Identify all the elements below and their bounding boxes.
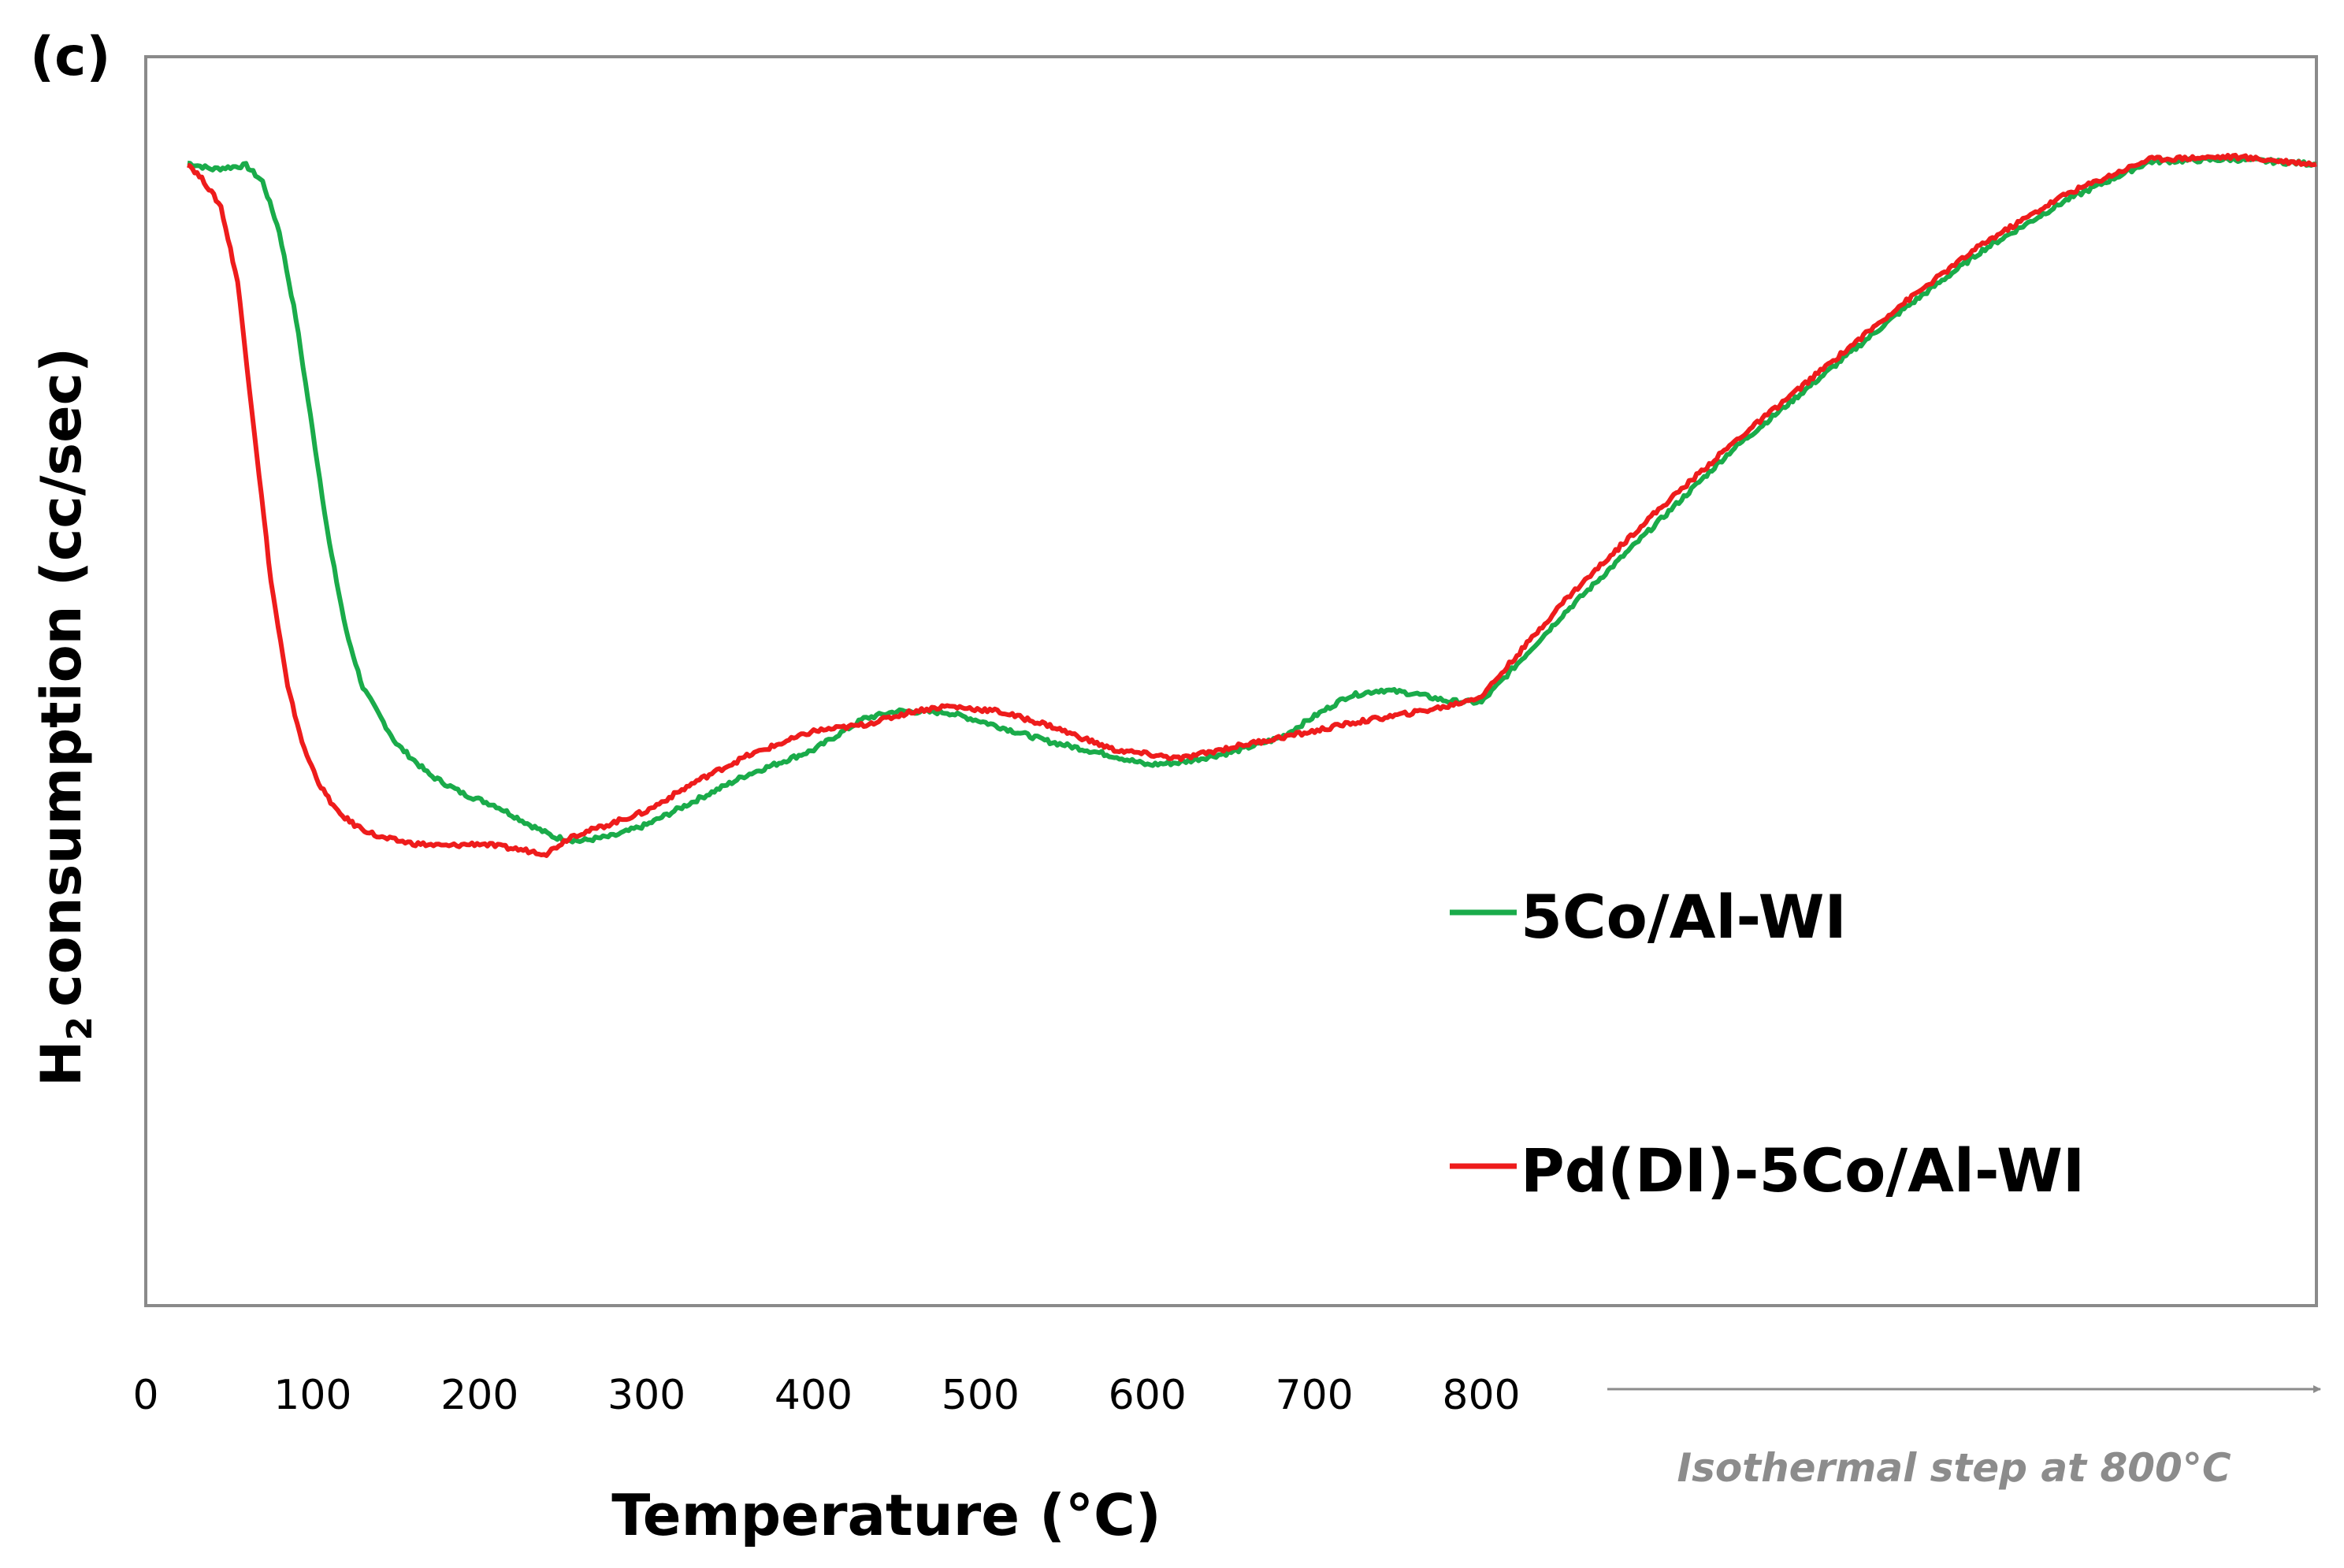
x-tick-label-0: 0: [132, 1372, 158, 1419]
x-tick-label-700: 700: [1275, 1372, 1353, 1419]
series-layer: [187, 152, 2317, 858]
x-tick-label-500: 500: [942, 1372, 1020, 1419]
x-tick-label-400: 400: [775, 1372, 853, 1419]
plot-area: [144, 55, 2318, 1307]
x-tick-label-100: 100: [273, 1372, 351, 1419]
panel-label: (c): [30, 26, 110, 88]
y-axis-label: H2 consumption (cc/sec): [29, 347, 100, 1087]
x-tick-label-300: 300: [607, 1372, 685, 1419]
y-axis-label-prefix: H: [29, 1040, 94, 1087]
legend-label-series-1: 5Co/Al-WI: [1521, 882, 1847, 952]
x-tick-label-600: 600: [1109, 1372, 1187, 1419]
x-axis-label: Temperature (°C): [611, 1482, 1161, 1548]
isothermal-annotation: Isothermal step at 800°C: [1677, 1445, 2231, 1491]
x-tick-labels: 0 100 200 300 400 500 600 700 800: [132, 1372, 1520, 1419]
legend-label-series-2: Pd(DI)-5Co/Al-WI: [1521, 1135, 2085, 1206]
legend: 5Co/Al-WI Pd(DI)-5Co/Al-WI: [1450, 882, 2085, 1206]
series-line-1: [187, 155, 2317, 845]
x-tick-label-800: 800: [1442, 1372, 1520, 1419]
y-axis-label-subscript: 2: [60, 1016, 100, 1041]
y-axis-label-text: consumption (cc/sec): [29, 347, 94, 1007]
x-tick-label-200: 200: [440, 1372, 518, 1419]
series-line-2: [187, 152, 2317, 858]
